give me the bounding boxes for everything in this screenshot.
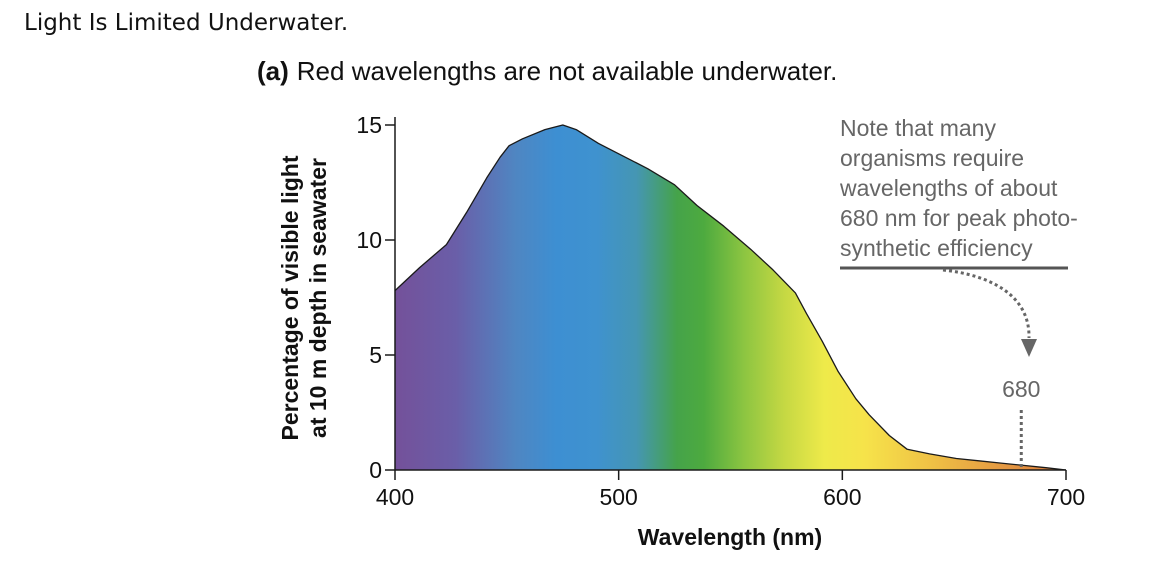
subtitle-text: Red wavelengths are not available underw… [297, 56, 838, 86]
x-tick-label: 400 [376, 484, 414, 510]
marker-680-label: 680 [1002, 376, 1040, 402]
panel-label: (a) [257, 56, 289, 86]
x-tick-label: 600 [823, 484, 861, 510]
figure-subtitle: (a) Red wavelengths are not available und… [257, 56, 837, 86]
y-axis-title-line2: at 10 m depth in seawater [305, 158, 331, 438]
note-line-4: 680 nm for peak photo- [840, 205, 1078, 231]
y-axis: 0 5 10 15 [356, 112, 396, 483]
note-line-1: Note that many [840, 115, 996, 141]
note-line-2: organisms require [840, 145, 1024, 171]
spectrum-area [395, 125, 1066, 470]
spectrum-outline [394, 124, 1067, 471]
note-line-3: wavelengths of about [839, 175, 1058, 201]
y-tick-label: 0 [369, 457, 382, 483]
y-tick-label: 5 [369, 342, 382, 368]
x-axis-title: Wavelength (nm) [638, 524, 822, 550]
x-tick-label: 700 [1047, 484, 1085, 510]
note-line-5: synthetic efficiency [840, 235, 1033, 261]
x-axis: 400 500 600 700 [376, 469, 1085, 510]
page-title: Light Is Limited Underwater. [24, 10, 349, 36]
y-axis-title-line1: Percentage of visible light [277, 155, 303, 440]
y-tick-label: 15 [356, 112, 382, 138]
note-arrow-head [1021, 339, 1037, 357]
note-arrow-curve [942, 268, 1031, 339]
y-tick-label: 10 [356, 227, 382, 253]
annotation-note: Note that many organisms require wavelen… [839, 115, 1078, 357]
x-tick-label: 500 [599, 484, 637, 510]
